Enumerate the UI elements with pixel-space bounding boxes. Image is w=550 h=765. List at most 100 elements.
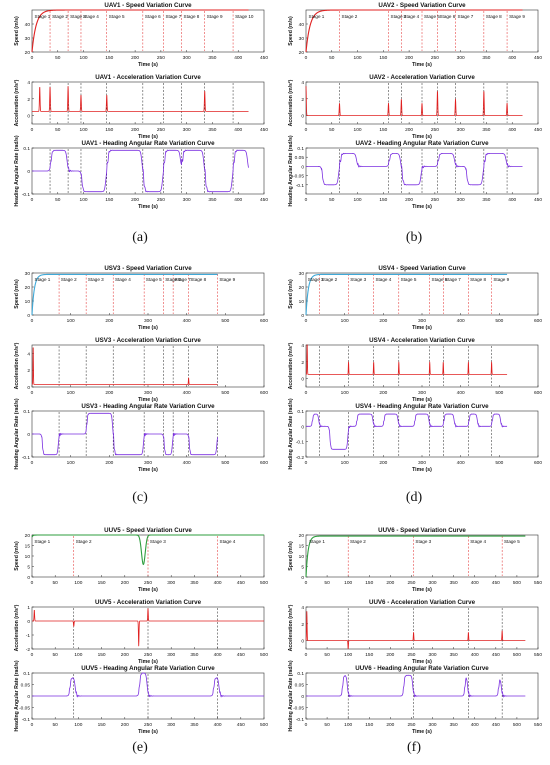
accel-ylabel: Acceleration (m/s²) [14, 79, 20, 126]
heading-xtick-label: 250 [407, 722, 415, 728]
accel-subplot: UAV2 - Acceleration Variation Curve 0 2 4 Ac… [288, 74, 542, 140]
speed-ytick-label: 0 [301, 575, 304, 581]
accel-xtick-label: 50 [324, 652, 330, 658]
stage-label: Stage 5 [401, 277, 417, 282]
accel-xtick-label: 150 [379, 127, 387, 133]
speed-xtick-label: 300 [167, 580, 175, 586]
heading-xtick-label: 550 [534, 722, 542, 728]
heading-xtick-label: 0 [305, 197, 308, 203]
speed-series-line [31, 273, 218, 316]
stage-label: Stage 7 [445, 277, 461, 282]
heading-xtick-label: 300 [418, 460, 426, 466]
heading-ytick-label: -0.05 [293, 174, 304, 180]
accel-ytick-label: 0 [27, 114, 30, 120]
speed-xtick-label: 500 [513, 580, 521, 586]
accel-subplot: UUV5 - Acceleration Variation Curve -2 -1 0… [14, 599, 268, 665]
accel-xtick-label: 400 [471, 652, 479, 658]
stage-label: Stage 4 [470, 539, 486, 544]
stage-label: Stage 1 [309, 539, 325, 544]
accel-xtick-label: 450 [237, 652, 245, 658]
stage-label: Stage 5 [424, 14, 440, 19]
heading-xtick-label: 400 [471, 722, 479, 728]
heading-ytick-label: -0.05 [19, 706, 30, 712]
accel-xtick-label: 400 [183, 390, 191, 396]
panel-a: UAV1 - Speed Variation Curve 20 30 40 Speed … [10, 0, 270, 235]
heading-ytick-label: -0.1 [296, 717, 305, 723]
speed-ylabel: Speed (m/s) [14, 541, 20, 571]
accel-xtick-label: 500 [513, 652, 521, 658]
stage-label: Stage 7 [458, 14, 474, 19]
heading-ytick-label: 0.05 [21, 683, 31, 689]
accel-title: UAV1 - Acceleration Variation Curve [95, 74, 201, 81]
accel-xtick-label: 100 [344, 652, 352, 658]
speed-xlabel: Time (s) [138, 587, 158, 593]
accel-ytick-label: 0 [301, 114, 304, 120]
stage-label: Stage 3 [391, 14, 407, 19]
accel-ytick-label: -1 [26, 633, 31, 639]
accel-xtick-label: 350 [482, 127, 490, 133]
heading-ylabel: Heading Angular Rate (rad/s) [14, 660, 20, 732]
accel-xtick-label: 50 [329, 127, 335, 133]
heading-xtick-label: 300 [183, 197, 191, 203]
speed-xtick-label: 100 [74, 580, 82, 586]
heading-xtick-label: 200 [131, 197, 139, 203]
speed-series-line [305, 273, 508, 316]
speed-xtick-label: 0 [31, 318, 34, 324]
speed-ytick-label: 20 [299, 50, 305, 56]
heading-xtick-label: 500 [513, 722, 521, 728]
speed-xtick-label: 400 [234, 55, 242, 61]
heading-xtick-label: 450 [260, 197, 268, 203]
stage-label: Stage 1 [35, 14, 51, 19]
speed-xtick-label: 0 [31, 55, 34, 61]
speed-ytick-label: 0 [27, 575, 30, 581]
accel-xtick-label: 150 [98, 652, 106, 658]
accel-ytick-label: 2 [27, 97, 30, 103]
accel-axes-box [305, 81, 539, 125]
speed-xtick-label: 350 [450, 580, 458, 586]
accel-series-line [305, 86, 523, 116]
accel-xtick-label: 0 [305, 652, 308, 658]
stage-label: Stage 9 [493, 277, 509, 282]
speed-xtick-label: 400 [471, 580, 479, 586]
speed-xtick-label: 100 [341, 318, 349, 324]
panel-f: UUV6 - Speed Variation Curve 0 5 10 15 20 Spee… [284, 525, 544, 760]
accel-xtick-label: 500 [495, 390, 503, 396]
accel-subplot: UAV1 - Acceleration Variation Curve 0 2 4 Ac… [14, 74, 268, 140]
speed-axes-box [305, 9, 539, 53]
panel-c: USV3 - Speed Variation Curve 0 10 20 30 Speed… [10, 263, 270, 498]
heading-ylabel: Heading Angular Rate (rad/s) [288, 398, 294, 470]
stage-label: Stage 4 [403, 14, 419, 19]
speed-xtick-label: 400 [183, 318, 191, 324]
chart-d: USV4 - Speed Variation Curve0102030Speed… [288, 265, 542, 473]
accel-xtick-label: 100 [80, 127, 88, 133]
speed-xtick-label: 300 [418, 318, 426, 324]
speed-xtick-label: 200 [121, 580, 129, 586]
heading-series-line [32, 412, 218, 456]
heading-xtick-label: 100 [67, 460, 75, 466]
heading-xtick-label: 200 [405, 197, 413, 203]
panel-caption: (a) [132, 230, 148, 245]
heading-ytick-label: 0.1 [297, 671, 304, 677]
speed-xtick-label: 500 [260, 580, 268, 586]
panel-caption: (e) [132, 740, 148, 755]
speed-title: UUV5 - Speed Variation Curve [104, 527, 192, 534]
accel-xtick-label: 250 [407, 652, 415, 658]
accel-ytick-label: 2 [27, 368, 30, 374]
accel-title: UUV6 - Acceleration Variation Curve [369, 599, 476, 606]
speed-xtick-label: 300 [429, 580, 437, 586]
speed-xtick-label: 450 [260, 55, 268, 61]
stage-label: Stage 2 [350, 539, 366, 544]
chart-c: USV3 - Speed Variation Curve0102030Speed… [14, 265, 268, 473]
accel-xtick-label: 300 [457, 127, 465, 133]
stage-label: Stage 1 [308, 277, 324, 282]
heading-xtick-label: 400 [214, 722, 222, 728]
speed-title: USV3 - Speed Variation Curve [104, 265, 192, 272]
speed-xlabel: Time (s) [412, 325, 432, 331]
heading-ytick-label: -0.1 [296, 183, 305, 189]
accel-xlabel: Time (s) [412, 397, 432, 403]
heading-xtick-label: 100 [341, 460, 349, 466]
heading-xlabel: Time (s) [138, 467, 158, 473]
speed-xtick-label: 400 [457, 318, 465, 324]
heading-axes-box [31, 147, 265, 195]
stage-label: Stage 7 [175, 277, 191, 282]
